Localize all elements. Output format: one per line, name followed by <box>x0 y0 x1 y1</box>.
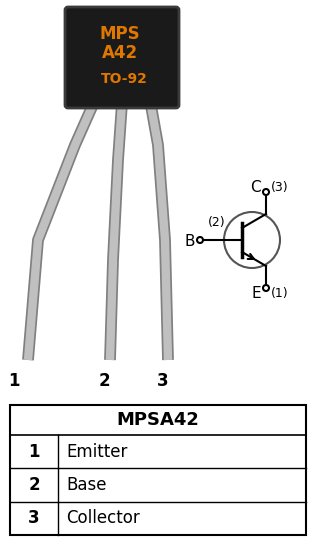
Text: Emitter: Emitter <box>66 443 127 460</box>
Text: C: C <box>250 180 261 194</box>
Text: 2: 2 <box>28 476 40 494</box>
Text: 3: 3 <box>28 509 40 527</box>
Text: 1: 1 <box>28 443 40 460</box>
Circle shape <box>263 189 269 195</box>
Text: 3: 3 <box>157 372 169 390</box>
Text: Base: Base <box>66 476 106 494</box>
Text: MPSA42: MPSA42 <box>117 411 199 429</box>
FancyBboxPatch shape <box>65 7 179 108</box>
Circle shape <box>263 285 269 291</box>
Text: TO-92: TO-92 <box>101 72 148 86</box>
Text: Collector: Collector <box>66 509 140 527</box>
Bar <box>10 405 306 535</box>
Circle shape <box>197 237 203 243</box>
Text: (2): (2) <box>208 216 226 229</box>
Text: E: E <box>251 286 261 300</box>
Text: (3): (3) <box>271 180 289 193</box>
Text: MPS
A42: MPS A42 <box>100 24 140 62</box>
Text: 2: 2 <box>98 372 110 390</box>
Text: B: B <box>185 233 195 249</box>
Text: 1: 1 <box>8 372 20 390</box>
Text: (1): (1) <box>271 287 289 300</box>
